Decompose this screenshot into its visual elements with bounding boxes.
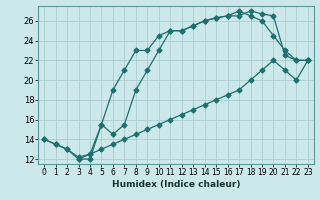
X-axis label: Humidex (Indice chaleur): Humidex (Indice chaleur) [112, 180, 240, 189]
